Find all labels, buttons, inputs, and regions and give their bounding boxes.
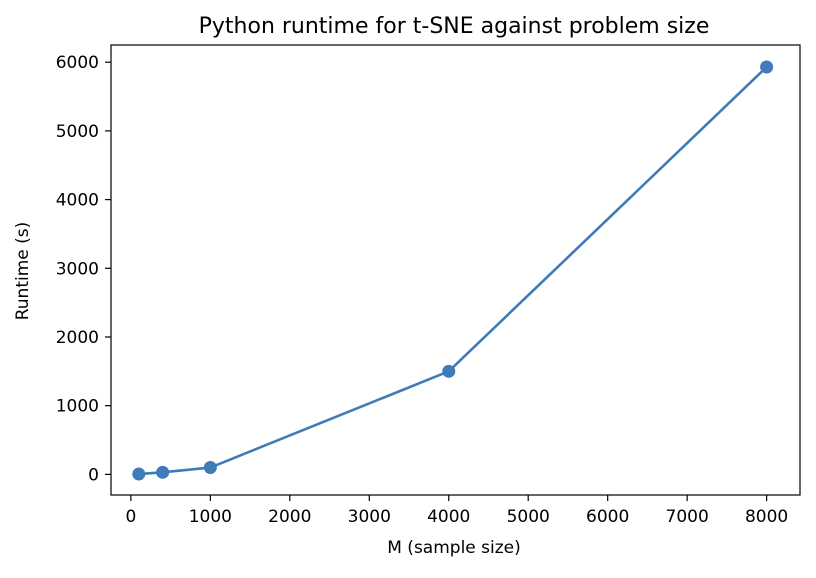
- x-tick-label: 6000: [586, 507, 629, 527]
- chart-title: Python runtime for t-SNE against problem…: [199, 14, 710, 39]
- y-axis-label: Runtime (s): [13, 222, 33, 321]
- data-point: [442, 364, 456, 378]
- x-tick-label: 5000: [507, 507, 550, 527]
- x-axis-label: M (sample size): [387, 538, 521, 558]
- data-point: [156, 465, 170, 479]
- x-tick-label: 1000: [189, 507, 232, 527]
- data-point: [203, 461, 217, 475]
- x-tick-label: 3000: [348, 507, 391, 527]
- y-tick-label: 1000: [56, 397, 99, 417]
- series-line: [138, 66, 768, 476]
- data-point: [760, 60, 774, 74]
- x-axis-ticks: 0 1000 2000 3000 4000 5000 6000 7000 8000: [125, 495, 788, 527]
- y-tick-label: 0: [88, 465, 99, 485]
- axes-frame: [110, 44, 801, 496]
- x-tick-label: 7000: [666, 507, 709, 527]
- series-layer: [132, 60, 774, 481]
- y-axis-label-group: Runtime (s): [13, 222, 33, 321]
- y-tick-label: 3000: [56, 259, 99, 279]
- y-tick-label: 5000: [56, 122, 99, 142]
- data-point: [132, 467, 146, 481]
- y-tick-label: 4000: [56, 191, 99, 211]
- x-tick-label: 0: [125, 507, 136, 527]
- y-tick-label: 6000: [56, 53, 99, 73]
- x-tick-label: 8000: [745, 507, 788, 527]
- y-tick-label: 2000: [56, 328, 99, 348]
- x-tick-label: 4000: [427, 507, 470, 527]
- x-tick-label: 2000: [268, 507, 311, 527]
- y-axis-ticks: 0 1000 2000 3000 4000 5000 6000: [56, 53, 111, 485]
